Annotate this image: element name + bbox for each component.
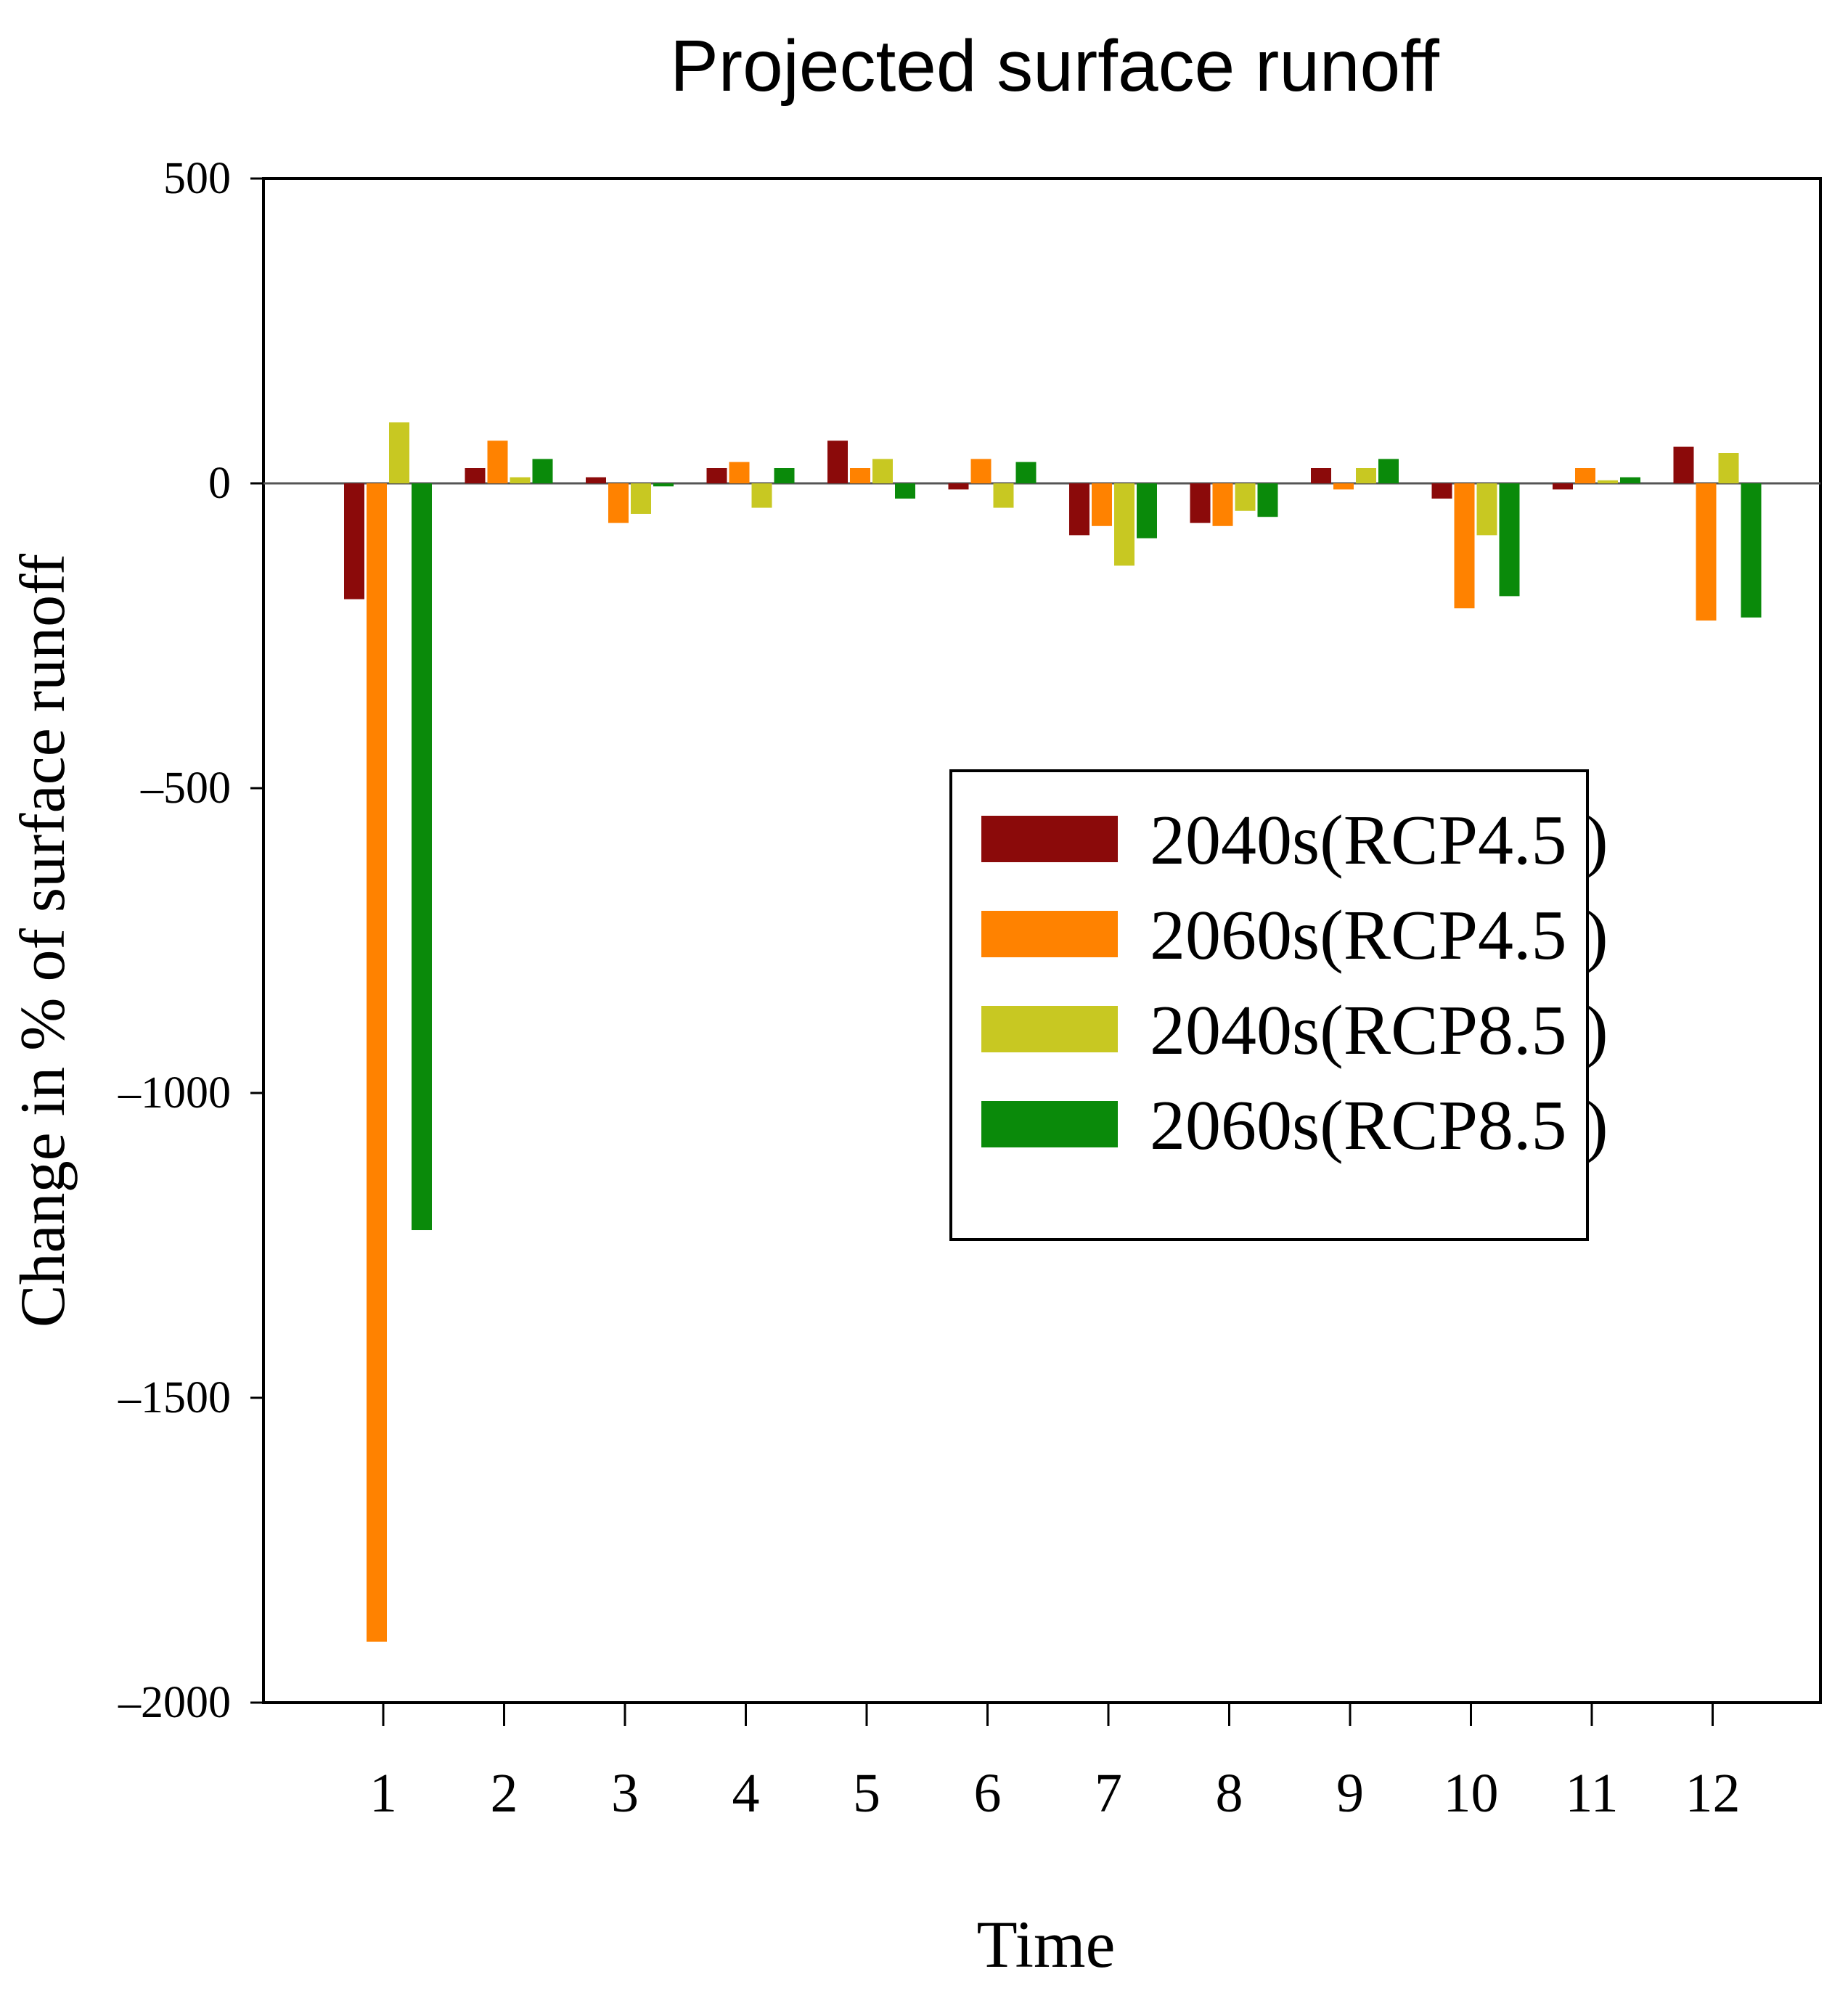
y-tick-label: –1500 xyxy=(118,1373,231,1422)
bar-4-month-7 xyxy=(1137,483,1157,539)
bar-2-month-12 xyxy=(1696,483,1717,621)
x-tick-label: 3 xyxy=(611,1763,639,1824)
legend-swatch xyxy=(981,1101,1118,1147)
x-tick-label: 2 xyxy=(491,1763,518,1824)
bar-2-month-1 xyxy=(367,483,387,1642)
x-tick-label: 8 xyxy=(1216,1763,1243,1824)
bar-3-month-11 xyxy=(1598,480,1618,483)
bar-1-month-12 xyxy=(1673,446,1694,483)
legend-swatch xyxy=(981,816,1118,862)
bar-3-month-9 xyxy=(1356,468,1376,483)
bar-1-month-11 xyxy=(1553,483,1573,490)
bar-2-month-11 xyxy=(1575,468,1595,483)
bar-4-month-1 xyxy=(412,483,432,1230)
y-tick-label: 500 xyxy=(163,154,231,203)
x-axis-label: Time xyxy=(977,1907,1116,1981)
bar-1-month-1 xyxy=(344,483,364,599)
bar-2-month-9 xyxy=(1333,483,1354,490)
x-tick-label: 6 xyxy=(974,1763,1002,1824)
legend-label: 2040s(RCP8.5 ) xyxy=(1150,991,1608,1070)
bars xyxy=(344,422,1762,1642)
bar-4-month-3 xyxy=(653,483,674,487)
bar-2-month-5 xyxy=(850,468,870,483)
bar-3-month-12 xyxy=(1718,453,1739,483)
bar-4-month-4 xyxy=(774,468,795,483)
x-tick-label: 4 xyxy=(732,1763,760,1824)
bar-3-month-3 xyxy=(631,483,651,514)
y-tick-label: –2000 xyxy=(118,1678,231,1727)
bar-3-month-8 xyxy=(1235,483,1256,511)
bar-3-month-2 xyxy=(510,477,531,483)
bar-2-month-6 xyxy=(970,459,992,483)
bar-1-month-4 xyxy=(706,468,727,483)
x-tick-label: 5 xyxy=(853,1763,880,1824)
bar-3-month-5 xyxy=(872,459,893,483)
x-tick-label: 10 xyxy=(1444,1763,1499,1824)
y-tick-label: –500 xyxy=(140,763,231,813)
bar-1-month-3 xyxy=(586,477,606,483)
bar-4-month-5 xyxy=(895,483,915,499)
bar-4-month-8 xyxy=(1257,483,1278,517)
y-axis-label: Change in % of surface runoff xyxy=(8,553,78,1327)
bar-1-month-10 xyxy=(1431,483,1452,499)
bar-3-month-10 xyxy=(1476,483,1497,536)
bar-3-month-7 xyxy=(1114,483,1134,566)
x-axis-ticks: 1 2 3 4 5 6 7 8 9 10 11 12 xyxy=(369,1703,1741,1824)
plot-frame xyxy=(262,177,1822,1704)
bar-2-month-3 xyxy=(608,483,629,523)
bar-2-month-8 xyxy=(1212,483,1233,526)
bar-1-month-2 xyxy=(465,468,486,483)
y-axis-ticks: 500 0 –500 –1000 –1500 –2000 xyxy=(118,154,263,1727)
bar-4-month-9 xyxy=(1378,459,1399,483)
bar-1-month-5 xyxy=(827,441,848,483)
bar-3-month-4 xyxy=(751,483,772,508)
x-tick-label: 7 xyxy=(1095,1763,1122,1824)
bar-3-month-1 xyxy=(389,422,409,483)
bar-1-month-9 xyxy=(1311,468,1331,483)
bar-2-month-4 xyxy=(729,462,750,483)
legend-items: 2040s(RCP4.5 ) 2060s(RCP4.5 ) 2040s(RCP8.5… xyxy=(981,801,1608,1165)
bar-4-month-6 xyxy=(1015,462,1037,483)
bar-1-month-6 xyxy=(948,483,969,490)
y-tick-label: 0 xyxy=(208,459,231,508)
bar-1-month-8 xyxy=(1190,483,1211,523)
bar-1-month-7 xyxy=(1069,483,1089,536)
y-tick-label: –1000 xyxy=(118,1068,231,1118)
bar-4-month-11 xyxy=(1620,477,1640,483)
bar-4-month-2 xyxy=(532,459,553,483)
x-tick-label: 1 xyxy=(369,1763,397,1824)
x-tick-label: 9 xyxy=(1336,1763,1364,1824)
legend-label: 2060s(RCP4.5 ) xyxy=(1150,896,1608,975)
bar-2-month-10 xyxy=(1454,483,1475,609)
legend: 2040s(RCP4.5 ) 2060s(RCP4.5 ) 2040s(RCP8.5… xyxy=(949,769,1608,1241)
bar-2-month-7 xyxy=(1092,483,1112,526)
legend-swatch xyxy=(981,1006,1118,1052)
chart-title: Projected surface runoff xyxy=(670,25,1439,107)
bar-2-month-2 xyxy=(487,441,508,483)
bar-3-month-6 xyxy=(993,483,1014,508)
x-tick-label: 12 xyxy=(1685,1763,1741,1824)
bar-4-month-12 xyxy=(1741,483,1762,618)
legend-swatch xyxy=(981,911,1118,957)
legend-label: 2060s(RCP8.5 ) xyxy=(1150,1086,1608,1165)
bar-4-month-10 xyxy=(1499,483,1520,597)
x-tick-label: 11 xyxy=(1565,1763,1618,1824)
legend-label: 2040s(RCP4.5 ) xyxy=(1150,801,1608,880)
